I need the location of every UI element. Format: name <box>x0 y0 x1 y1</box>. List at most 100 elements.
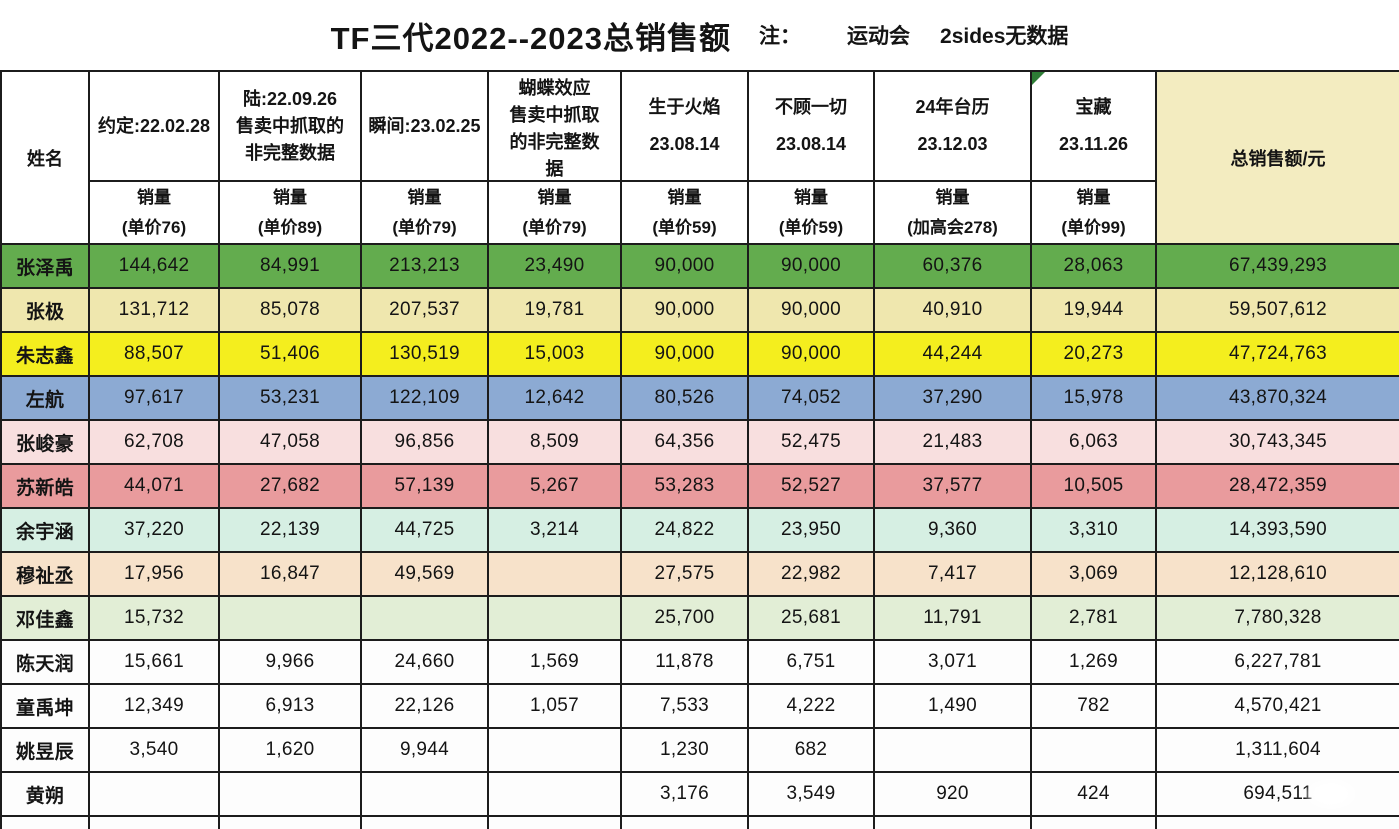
total-sales-cell: 67,439,293 <box>1155 243 1399 289</box>
row-name: 姚昱辰 <box>0 727 90 773</box>
table-row: 张极 131,712 85,078 207,537 19,781 90,000 90,000… <box>0 287 1399 333</box>
product-header-yueding: 约定:22.02.28 <box>88 70 220 182</box>
sales-cell: 682 <box>747 727 875 773</box>
table-row: 穆祉丞 17,956 16,847 49,569 27,575 22,982 7,417 3,… <box>0 551 1399 597</box>
table-row: 黄朔 3,176 3,549 920 424 694,511 <box>0 771 1399 817</box>
sales-cell <box>88 771 220 817</box>
subheader-sales-59b: 销量 (单价59) <box>747 180 875 245</box>
product-header-lu: 陆:22.09.26 售卖中抓取的 非完整数据 <box>218 70 362 182</box>
table-row: 左航 97,617 53,231 122,109 12,642 80,526 74,052 3… <box>0 375 1399 421</box>
subheader-sales-99: 销量 (单价99) <box>1030 180 1157 245</box>
row-name: 张峻豪 <box>0 419 90 465</box>
sales-cell: 3,549 <box>747 771 875 817</box>
sales-cell: 130,519 <box>360 331 489 377</box>
subheader-sales-89: 销量 (单价89) <box>218 180 362 245</box>
sales-cell: 424 <box>1030 771 1157 817</box>
table-row: 余宇涵 37,220 22,139 44,725 3,214 24,822 23,950 9,… <box>0 507 1399 553</box>
header-row-units: 销量 (单价76) 销量 (单价89) 销量 (单价79) 销量 (单价79) 销量 (单… <box>1 180 1399 245</box>
sales-cell: 90,000 <box>620 287 749 333</box>
product-header-tailiang: 24年台历 23.12.03 <box>873 70 1032 182</box>
sales-cell: 52,475 <box>747 419 875 465</box>
partial-cell <box>747 815 875 829</box>
sales-cell: 84,991 <box>218 243 362 289</box>
row-name: 张极 <box>0 287 90 333</box>
row-name: 邓佳鑫 <box>0 595 90 641</box>
total-sales-cell: 12,128,610 <box>1155 551 1399 597</box>
sales-cell: 131,712 <box>88 287 220 333</box>
sales-cell: 90,000 <box>747 243 875 289</box>
sales-cell: 11,791 <box>873 595 1032 641</box>
title-main: TF三代2022--2023总销售额 <box>330 20 732 56</box>
sales-cell: 22,139 <box>218 507 362 553</box>
sales-cell: 40,910 <box>873 287 1032 333</box>
sales-cell: 16,847 <box>218 551 362 597</box>
sales-cell: 19,944 <box>1030 287 1157 333</box>
row-name: 童禹坤 <box>0 683 90 729</box>
partial-cell <box>620 815 749 829</box>
page-title: TF三代2022--2023总销售额 注： 运动会 2sides无数据 <box>0 0 1399 70</box>
sales-cell: 19,781 <box>487 287 622 333</box>
sales-cell: 47,058 <box>218 419 362 465</box>
product-header-shengyuhuoyan: 生于火焰 23.08.14 <box>620 70 749 182</box>
sales-cell: 1,230 <box>620 727 749 773</box>
header-row-products: 姓名 约定:22.02.28 陆:22.09.26 售卖中抓取的 非完整数据 瞬… <box>0 70 1399 245</box>
sales-cell: 90,000 <box>747 287 875 333</box>
sales-cell: 1,620 <box>218 727 362 773</box>
sales-cell <box>218 771 362 817</box>
sales-cell <box>1030 727 1157 773</box>
table-row: 张峻豪 62,708 47,058 96,856 8,509 64,356 52,475 21… <box>0 419 1399 465</box>
cell-corner-marker-icon <box>1033 73 1045 85</box>
total-sales-cell: 7,780,328 <box>1155 595 1399 641</box>
subheader-sales-59a: 销量 (单价59) <box>620 180 749 245</box>
sales-cell: 90,000 <box>747 331 875 377</box>
sales-cell: 782 <box>1030 683 1157 729</box>
sales-cell: 51,406 <box>218 331 362 377</box>
total-sales-cell: 30,743,345 <box>1155 419 1399 465</box>
sales-cell: 11,878 <box>620 639 749 685</box>
sales-cell: 3,176 <box>620 771 749 817</box>
table-row: 苏新皓 44,071 27,682 57,139 5,267 53,283 52,527 37… <box>0 463 1399 509</box>
sales-cell: 60,376 <box>873 243 1032 289</box>
sales-cell: 20,273 <box>1030 331 1157 377</box>
sales-cell: 74,052 <box>747 375 875 421</box>
title-note-sports: 运动会 <box>847 25 911 48</box>
name-column-header: 姓名 <box>0 70 90 245</box>
table-row: 邓佳鑫 15,732 25,700 25,681 11,791 2,781 7,780,32… <box>0 595 1399 641</box>
product-header-hudiexiaoying: 蝴蝶效应 售卖中抓取 的非完整数 据 <box>487 70 622 182</box>
sales-cell: 90,000 <box>620 243 749 289</box>
sales-cell: 24,822 <box>620 507 749 553</box>
sales-cell: 3,310 <box>1030 507 1157 553</box>
sales-cell: 7,533 <box>620 683 749 729</box>
total-sales-cell: 59,507,612 <box>1155 287 1399 333</box>
table-row: 张泽禹 144,642 84,991 213,213 23,490 90,000 90,00… <box>0 243 1399 289</box>
sales-cell: 64,356 <box>620 419 749 465</box>
sales-cell: 3,540 <box>88 727 220 773</box>
sales-cell: 37,577 <box>873 463 1032 509</box>
sales-cell: 17,956 <box>88 551 220 597</box>
sales-cell: 57,139 <box>360 463 489 509</box>
sales-cell: 12,349 <box>88 683 220 729</box>
sales-cell: 15,732 <box>88 595 220 641</box>
sales-cell <box>487 727 622 773</box>
sales-cell: 90,000 <box>620 331 749 377</box>
sales-cell: 2,781 <box>1030 595 1157 641</box>
table-row: 童禹坤 12,349 6,913 22,126 1,057 7,533 4,222 1,490… <box>0 683 1399 729</box>
sales-cell: 53,283 <box>620 463 749 509</box>
total-sales-cell: 6,227,781 <box>1155 639 1399 685</box>
sales-cell: 15,661 <box>88 639 220 685</box>
sales-cell: 1,057 <box>487 683 622 729</box>
partial-cell <box>873 815 1032 829</box>
sales-cell: 52,527 <box>747 463 875 509</box>
sales-cell: 15,003 <box>487 331 622 377</box>
sales-cell: 3,071 <box>873 639 1032 685</box>
row-name: 余宇涵 <box>0 507 90 553</box>
sales-cell: 25,700 <box>620 595 749 641</box>
sales-cell: 122,109 <box>360 375 489 421</box>
sales-cell: 80,526 <box>620 375 749 421</box>
subheader-sales-278: 销量 (加高会278) <box>873 180 1032 245</box>
sales-cell <box>360 595 489 641</box>
sales-cell <box>360 771 489 817</box>
partial-cell <box>0 815 90 829</box>
watermark-smudge <box>1303 777 1359 811</box>
